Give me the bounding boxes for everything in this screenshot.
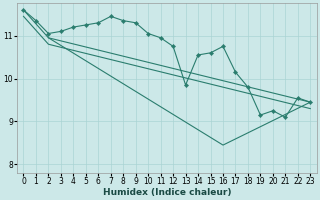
X-axis label: Humidex (Indice chaleur): Humidex (Indice chaleur) xyxy=(103,188,231,197)
